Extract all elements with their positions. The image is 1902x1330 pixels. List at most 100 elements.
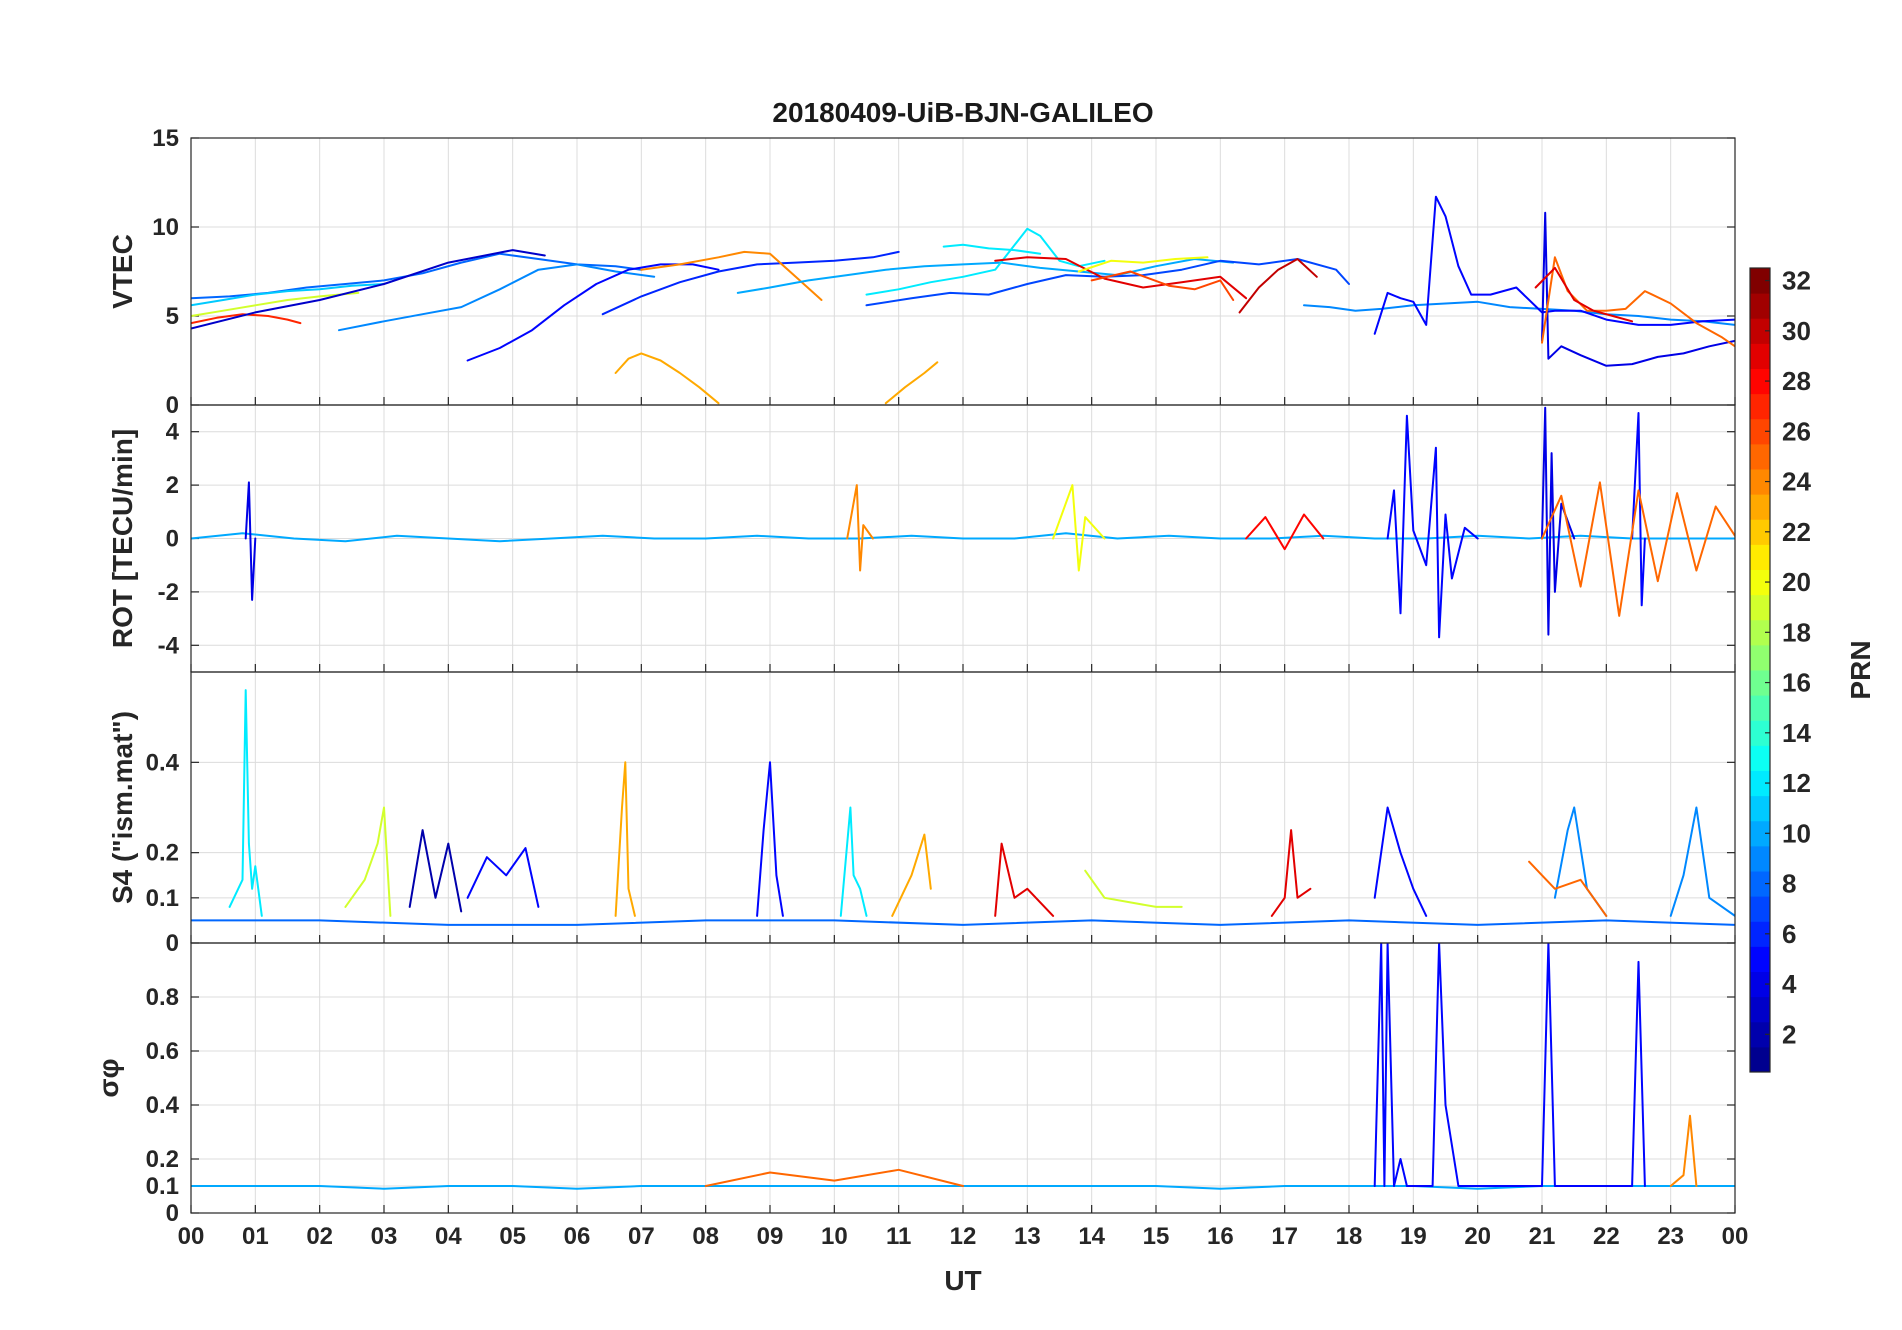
x-tick-label: 17: [1271, 1223, 1298, 1250]
series-line-prn-25: [1541, 256, 1735, 348]
series-line-prn-2: [408, 829, 463, 913]
panel-vtec: 0 5 10 15 VTEC: [107, 125, 1736, 419]
y-axis-label: VTEC: [107, 234, 138, 309]
colorbar-swatch: [1750, 619, 1770, 646]
colorbar-label: PRN: [1845, 640, 1876, 699]
series-line-prn-27: [191, 313, 302, 325]
series-line-prn-4: [1541, 406, 1576, 636]
y-tick-label: 0.1: [146, 1173, 179, 1200]
colorbar-tick-label: 4: [1782, 969, 1797, 999]
colorbar-swatch: [1750, 293, 1770, 319]
series-line-prn-19: [1084, 869, 1183, 908]
series-line-prn-25: [1528, 860, 1608, 917]
series-line-prn-24: [846, 484, 874, 572]
series-line-prn-19: [191, 291, 360, 317]
colorbar-swatch: [1750, 544, 1770, 570]
series-line-prn-5: [1373, 943, 1646, 1187]
colorbar-tick-label: 22: [1782, 517, 1811, 547]
x-tick-label: 10: [821, 1223, 848, 1250]
series-line-prn-20: [1052, 484, 1106, 572]
series-line-prn-12: [839, 806, 868, 917]
series-line-prn-8: [191, 919, 1735, 926]
colorbar-swatch: [1750, 770, 1770, 797]
x-tick-label: 22: [1593, 1223, 1620, 1250]
series-line-prn-29: [1270, 829, 1312, 917]
panel-s4: 0 0.1 0.2 0.4 S4 ("ism.mat"): [107, 671, 1736, 957]
x-tick-label: 21: [1529, 1223, 1556, 1250]
y-tick-label: 5: [166, 303, 179, 330]
series-line-prn-5: [756, 761, 784, 917]
colorbar-swatch: [1750, 871, 1770, 897]
x-tick-label: 01: [242, 1223, 269, 1250]
colorbar-tick-label: 26: [1782, 416, 1811, 446]
series-line-prn-25: [1541, 481, 1735, 617]
colorbar-swatch: [1750, 443, 1770, 470]
colorbar-swatch: [1750, 946, 1770, 972]
x-tick-label: 05: [499, 1223, 526, 1250]
series-group: [191, 689, 1735, 926]
colorbar-swatch: [1750, 469, 1770, 495]
x-tick-label: 14: [1078, 1223, 1105, 1250]
y-tick-label: 2: [166, 472, 179, 499]
colorbar-swatch: [1750, 845, 1770, 872]
x-tick-label: 00: [178, 1223, 205, 1250]
series-line-prn-9: [338, 263, 656, 332]
series-line-prn-5: [466, 847, 540, 908]
series-line-prn-4: [244, 481, 257, 601]
series-line-prn-5: [1631, 412, 1646, 607]
x-tick-label: 00: [1722, 1223, 1749, 1250]
series-line-prn-23: [891, 833, 932, 917]
y-tick-label: 4: [166, 419, 180, 446]
x-tick-label: 03: [371, 1223, 398, 1250]
series-group: [191, 943, 1735, 1190]
x-tick-label: 08: [692, 1223, 719, 1250]
colorbar-tick-label: 32: [1782, 266, 1811, 296]
colorbar-swatch: [1750, 494, 1770, 520]
x-tick-label: 02: [306, 1223, 333, 1250]
series-line-prn-12: [228, 689, 263, 917]
series-line-prn-24: [1669, 1114, 1698, 1187]
series-line-prn-29: [994, 842, 1055, 917]
series-line-prn-9: [1303, 300, 1735, 326]
series-line-prn-28: [1245, 513, 1325, 551]
series-line-prn-12: [865, 227, 1106, 296]
y-tick-label: 0: [166, 526, 179, 553]
series-line-prn-23: [614, 761, 636, 917]
series-group: [191, 195, 1735, 405]
colorbar-tick-label: 8: [1782, 869, 1796, 899]
series-line-prn-3: [191, 249, 546, 330]
colorbar-swatch: [1750, 1046, 1770, 1073]
y-tick-label: 0.2: [146, 840, 179, 867]
x-axis: 00 01 02 03 04 05 06 07 08 09 10 11 12 13 14 15 16 17 18 19…: [178, 1223, 1749, 1250]
series-line-prn-4: [1541, 211, 1735, 367]
x-tick-label: 15: [1143, 1223, 1170, 1250]
colorbar-tick-label: 24: [1782, 467, 1811, 497]
colorbar-swatch: [1750, 695, 1770, 721]
y-axis-label: ROT [TECU/min]: [107, 429, 138, 648]
y-tick-label: -2: [158, 579, 179, 606]
x-tick-label: 19: [1400, 1223, 1427, 1250]
x-tick-label: 23: [1657, 1223, 1684, 1250]
series-line-prn-29: [1534, 266, 1634, 323]
y-axis-label: σφ: [93, 1058, 124, 1097]
colorbar-frame: [1749, 267, 1771, 1073]
x-tick-label: 12: [950, 1223, 977, 1250]
series-line-prn-23: [884, 361, 939, 405]
y-tick-label: 15: [152, 125, 179, 152]
colorbar-swatch: [1750, 921, 1770, 947]
colorbar-swatch: [1750, 996, 1770, 1023]
colorbar-tick-label: 18: [1782, 617, 1811, 647]
colorbar-tick-label: 14: [1782, 718, 1811, 748]
colorbar-swatch: [1750, 519, 1770, 545]
y-tick-label: 0: [166, 392, 179, 419]
colorbar-tick-label: 30: [1782, 316, 1811, 346]
series-group: [191, 406, 1735, 639]
series-line-prn-5: [1386, 414, 1479, 639]
colorbar-swatch: [1750, 896, 1770, 922]
series-line-prn-9: [1553, 806, 1608, 917]
x-tick-label: 07: [628, 1223, 655, 1250]
series-line-prn-5: [1373, 806, 1428, 917]
